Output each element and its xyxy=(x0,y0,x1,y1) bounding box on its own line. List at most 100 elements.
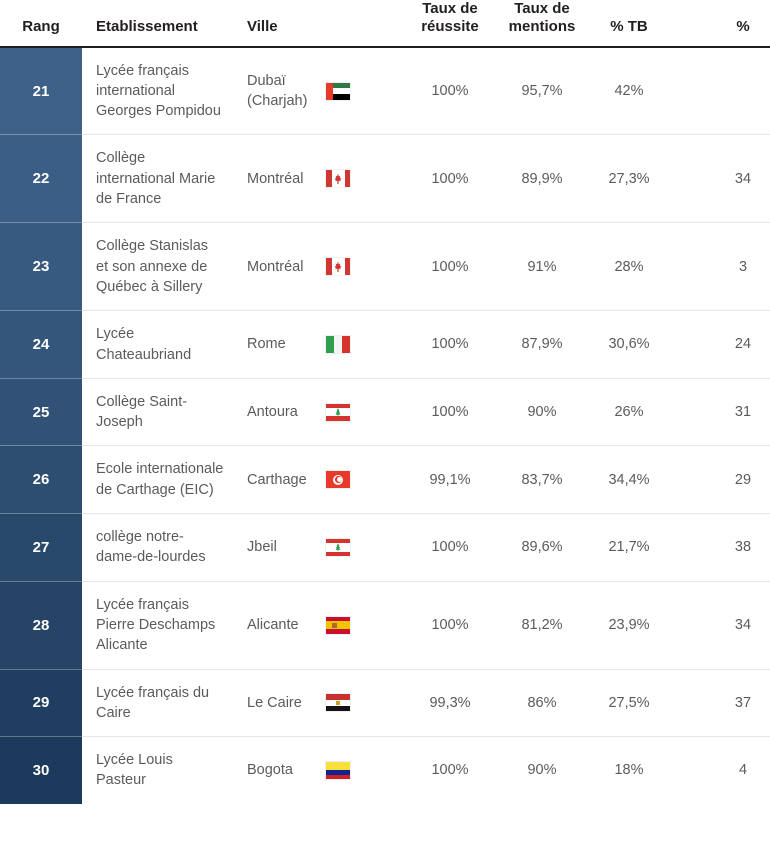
cell-tb: 34,4% xyxy=(588,445,670,515)
cell-reussite: 100% xyxy=(404,134,496,224)
table-row[interactable]: 23 Collège Stanislas et son annexe de Qué… xyxy=(0,222,770,312)
cell-reussite: 100% xyxy=(404,222,496,312)
cell-ville: Jbeil xyxy=(234,513,322,582)
cell-reussite: 100% xyxy=(404,310,496,379)
column-header-flag xyxy=(322,0,404,48)
cell-flag xyxy=(322,378,404,447)
cell-flag xyxy=(322,445,404,515)
cell-etab[interactable]: Lycée français Pierre Deschamps Alicante xyxy=(82,581,234,670)
cell-mentions: 89,6% xyxy=(496,513,588,582)
ranking-table: Rang Etablissement Ville Taux de réussit… xyxy=(0,0,770,804)
cell-ville: Carthage xyxy=(234,445,322,515)
cell-ville: Antoura xyxy=(234,378,322,447)
table-row[interactable]: 30 Lycée Louis Pasteur Bogota 100% 90% 18% 4 xyxy=(0,736,770,804)
cell-mentions: 90% xyxy=(496,378,588,447)
cell-flag xyxy=(322,46,404,136)
cell-etab[interactable]: Lycée français international Georges Pom… xyxy=(82,46,234,136)
column-header-pct-truncated[interactable]: % xyxy=(670,0,770,48)
cell-rang: 28 xyxy=(0,581,82,670)
cell-rang: 29 xyxy=(0,669,82,738)
column-header-pct-tb[interactable]: % TB xyxy=(588,0,670,48)
table-row[interactable]: 27 collège notre-dame-de-lourdes Jbeil 100%… xyxy=(0,513,770,582)
column-header-rang[interactable]: Rang xyxy=(0,0,82,48)
cell-mentions: 86% xyxy=(496,669,588,738)
cell-tb: 27,5% xyxy=(588,669,670,738)
flag-icon-italy xyxy=(326,336,350,354)
cell-flag xyxy=(322,513,404,582)
cell-reussite: 100% xyxy=(404,513,496,582)
cell-ville: Le Caire xyxy=(234,669,322,738)
cell-etab[interactable]: Collège Stanislas et son annexe de Québe… xyxy=(82,222,234,312)
cell-rang: 25 xyxy=(0,378,82,447)
cell-mentions: 89,9% xyxy=(496,134,588,224)
table-row[interactable]: 24 Lycée Chateaubriand Rome 100% 87,9% 30,6% 2… xyxy=(0,310,770,379)
cell-etab[interactable]: collège notre-dame-de-lourdes xyxy=(82,513,234,582)
cell-tb: 23,9% xyxy=(588,581,670,670)
cell-reussite: 99,1% xyxy=(404,445,496,515)
cell-rang: 27 xyxy=(0,513,82,582)
cell-rang: 26 xyxy=(0,445,82,515)
table-header: Rang Etablissement Ville Taux de réussit… xyxy=(0,0,770,48)
column-header-etablissement[interactable]: Etablissement xyxy=(82,0,234,48)
cell-cut: 4 xyxy=(738,762,748,779)
table-row[interactable]: 26 Ecole internationale de Carthage (EIC)… xyxy=(0,445,770,515)
cell-mentions: 90% xyxy=(527,762,557,779)
cell-mentions: 87,9% xyxy=(496,310,588,379)
column-header-taux-de-reussite[interactable]: Taux de réussite xyxy=(404,0,496,48)
cell-reussite: 100% xyxy=(431,762,469,779)
cell-tb: 30,6% xyxy=(588,310,670,379)
cell-flag xyxy=(322,669,404,738)
cell-etab[interactable]: Collège Saint-Joseph xyxy=(82,378,234,447)
cell-ville: Rome xyxy=(234,310,322,379)
cell-tb: 42% xyxy=(588,46,670,136)
flag-icon-united-arab-emirates xyxy=(326,82,350,100)
flag-icon-spain xyxy=(326,616,350,634)
table-row[interactable]: 28 Lycée français Pierre Deschamps Alican… xyxy=(0,581,770,670)
cell-mentions: 81,2% xyxy=(496,581,588,670)
table-row[interactable]: 29 Lycée français du Caire Le Caire 99,3% 86… xyxy=(0,669,770,738)
cell-cut xyxy=(670,46,770,136)
cell-ville: Montréal xyxy=(234,134,322,224)
flag-icon-lebanon xyxy=(326,403,350,421)
cell-reussite: 100% xyxy=(404,46,496,136)
cell-rang: 22 xyxy=(0,134,82,224)
cell-flag xyxy=(322,737,404,804)
cell-etab[interactable]: Lycée Louis Pasteur xyxy=(96,752,173,789)
cell-rang: 24 xyxy=(0,310,82,379)
cell-rang: 23 xyxy=(0,222,82,312)
cell-cut: 34 xyxy=(670,134,770,224)
cell-mentions: 91% xyxy=(496,222,588,312)
cell-rang: 21 xyxy=(0,46,82,136)
column-header-taux-de-mentions[interactable]: Taux de mentions xyxy=(496,0,588,48)
flag-icon-canada xyxy=(326,170,350,188)
flag-icon-lebanon xyxy=(326,538,350,556)
cell-mentions: 95,7% xyxy=(496,46,588,136)
cell-tb: 27,3% xyxy=(588,134,670,224)
cell-ville: Dubaï (Charjah) xyxy=(234,46,322,136)
cell-etab[interactable]: Ecole internationale de Carthage (EIC) xyxy=(82,445,234,515)
cell-etab[interactable]: Collège international Marie de France xyxy=(82,134,234,224)
flag-icon-canada xyxy=(326,258,350,276)
cell-ville: Alicante xyxy=(234,581,322,670)
flag-icon-egypt xyxy=(326,694,350,712)
cell-reussite: 100% xyxy=(404,378,496,447)
cell-tb: 26% xyxy=(588,378,670,447)
cell-tb: 28% xyxy=(588,222,670,312)
flag-icon-colombia xyxy=(326,761,350,779)
cell-rang: 30 xyxy=(0,736,82,804)
cell-etab[interactable]: Lycée Chateaubriand xyxy=(82,310,234,379)
column-header-ville[interactable]: Ville xyxy=(234,0,322,48)
cell-tb: 18% xyxy=(614,762,644,779)
cell-flag xyxy=(322,134,404,224)
table-row[interactable]: 22 Collège international Marie de France M… xyxy=(0,134,770,224)
cell-reussite: 99,3% xyxy=(404,669,496,738)
cell-flag xyxy=(322,310,404,379)
table-row[interactable]: 21 Lycée français international Georges P… xyxy=(0,46,770,136)
cell-flag xyxy=(322,581,404,670)
cell-tb: 21,7% xyxy=(588,513,670,582)
cell-ville: Montréal xyxy=(234,222,322,312)
cell-etab[interactable]: Lycée français du Caire xyxy=(82,669,234,738)
table-body: 21 Lycée français international Georges P… xyxy=(0,46,770,804)
cell-cut: 37 xyxy=(670,669,770,738)
table-row[interactable]: 25 Collège Saint-Joseph Antoura 100% 90% 26% 3… xyxy=(0,378,770,447)
